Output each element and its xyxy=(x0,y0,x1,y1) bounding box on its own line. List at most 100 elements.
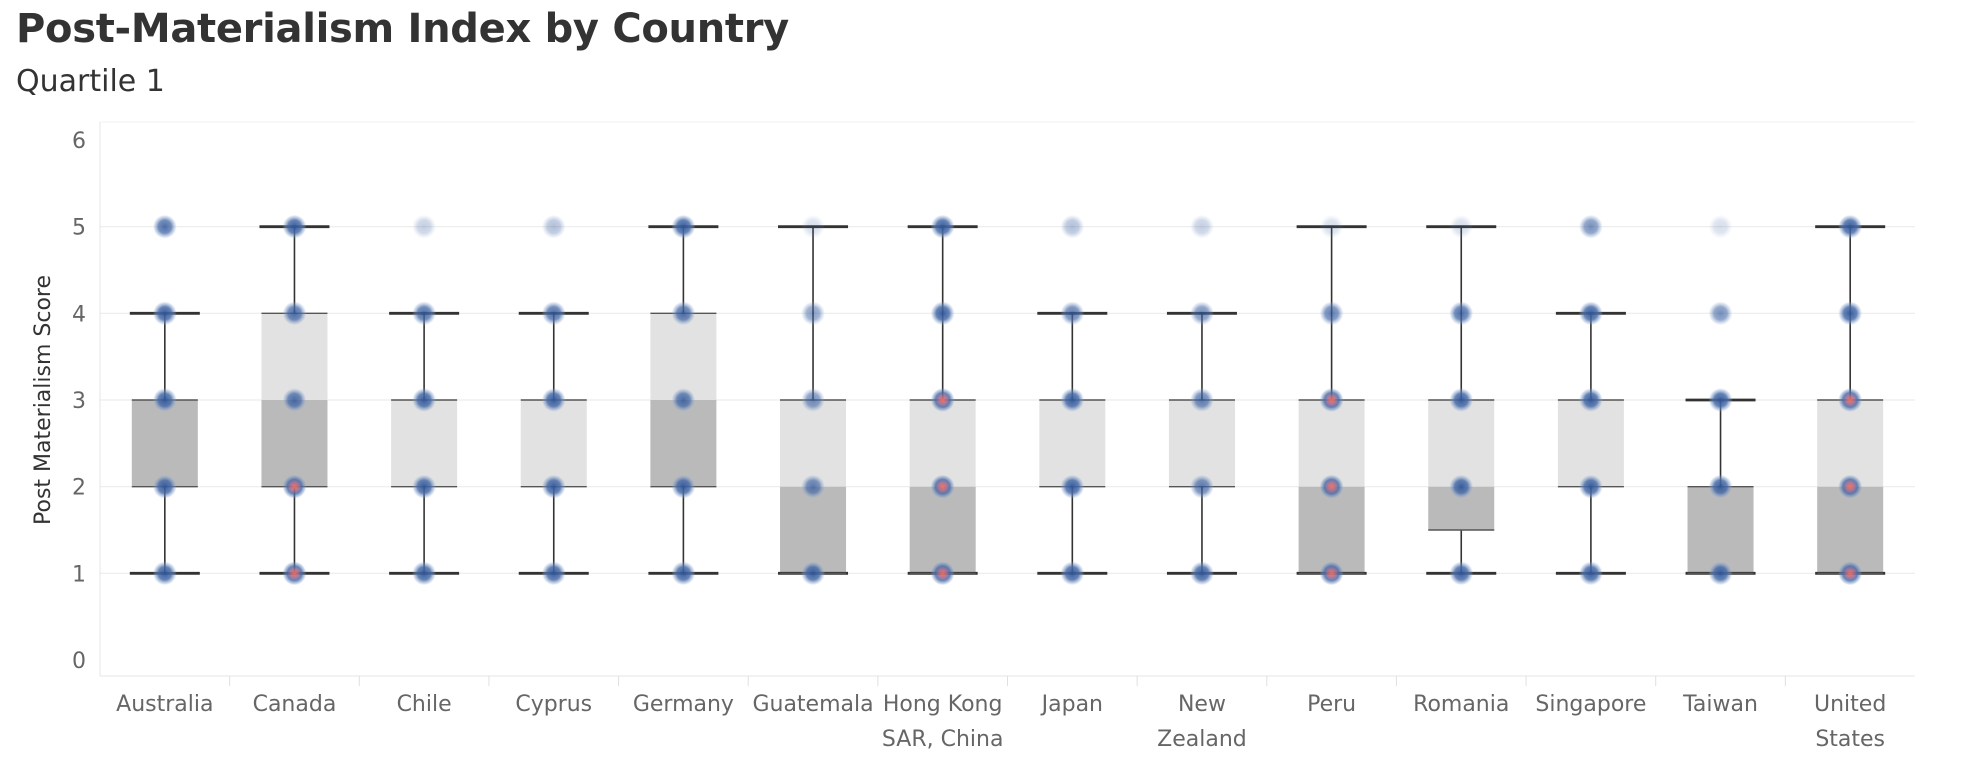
data-point xyxy=(1060,561,1085,586)
data-point xyxy=(541,388,566,412)
data-point xyxy=(671,388,696,412)
box-lower xyxy=(1687,486,1754,574)
data-point xyxy=(152,388,177,412)
x-tick-label: Australia xyxy=(116,692,213,717)
box-lower xyxy=(1817,486,1884,574)
data-point xyxy=(1578,561,1603,586)
box-upper xyxy=(391,400,458,487)
chart-title: Post-Materialism Index by Country xyxy=(16,6,789,52)
data-point xyxy=(282,301,307,326)
data-point xyxy=(152,301,177,326)
data-point xyxy=(282,474,307,499)
box-upper xyxy=(650,313,717,400)
data-point xyxy=(1838,301,1863,326)
x-tick-label: Cyprus xyxy=(515,692,592,717)
data-point xyxy=(1838,561,1863,586)
data-point xyxy=(152,474,177,499)
data-point xyxy=(412,561,437,586)
data-point xyxy=(1578,214,1603,239)
chart-subtitle: Quartile 1 xyxy=(16,64,165,99)
box-lower xyxy=(909,486,976,574)
data-point xyxy=(671,301,696,326)
x-tick-label: New Zealand xyxy=(1157,692,1247,752)
data-point xyxy=(1708,474,1733,499)
data-point xyxy=(412,301,437,326)
x-tick-label: Japan xyxy=(1040,692,1103,717)
data-point xyxy=(1578,474,1603,499)
data-point xyxy=(412,388,437,412)
data-point xyxy=(930,214,955,239)
data-point xyxy=(1708,561,1733,586)
data-point xyxy=(1708,388,1733,412)
box-lower xyxy=(650,400,717,487)
data-point xyxy=(1189,301,1214,326)
box-upper xyxy=(1039,400,1106,487)
data-point xyxy=(152,561,177,586)
data-point xyxy=(1319,474,1344,499)
y-tick-label: 4 xyxy=(72,302,86,327)
x-tick-label: Hong Kong SAR, China xyxy=(882,692,1004,752)
data-point xyxy=(801,214,826,239)
data-point xyxy=(541,214,566,239)
y-axis-label: Post Materialism Score xyxy=(31,275,56,525)
x-tick-label: Germany xyxy=(633,692,734,717)
data-point xyxy=(1189,388,1214,412)
y-tick-label: 3 xyxy=(72,389,86,414)
data-point xyxy=(1319,301,1344,326)
box-upper xyxy=(909,400,976,487)
data-point xyxy=(541,561,566,586)
data-point xyxy=(1838,388,1863,412)
y-tick-label: 6 xyxy=(72,129,86,154)
data-point xyxy=(412,214,437,239)
box-upper xyxy=(261,313,328,400)
data-point xyxy=(1449,561,1474,586)
data-point xyxy=(1060,474,1085,499)
box-upper xyxy=(780,400,847,487)
y-tick-label: 5 xyxy=(72,216,86,241)
box-lower xyxy=(780,486,847,574)
data-point xyxy=(671,561,696,586)
y-tick-label: 2 xyxy=(72,476,86,501)
data-point xyxy=(1319,388,1344,412)
x-tick-label: Singapore xyxy=(1535,692,1646,717)
data-point xyxy=(1449,214,1474,239)
data-point xyxy=(930,561,955,586)
box-lower xyxy=(261,400,328,487)
data-point xyxy=(1708,214,1733,239)
data-point xyxy=(1838,474,1863,499)
x-tick-label: United States xyxy=(1814,692,1886,752)
data-point xyxy=(152,214,177,239)
x-tick-label: Guatemala xyxy=(752,692,873,717)
data-point xyxy=(282,214,307,239)
data-point xyxy=(671,214,696,239)
y-tick-label: 0 xyxy=(72,649,86,674)
data-point xyxy=(1189,561,1214,586)
y-tick-label: 1 xyxy=(72,562,86,587)
x-tick-label: Romania xyxy=(1413,692,1509,717)
data-point xyxy=(1319,214,1344,239)
data-point xyxy=(541,474,566,499)
data-point xyxy=(1189,474,1214,499)
data-point xyxy=(930,388,955,412)
data-point xyxy=(801,388,826,412)
x-tick-label: Canada xyxy=(253,692,337,717)
data-point xyxy=(282,561,307,586)
data-point xyxy=(671,474,696,499)
box-lower xyxy=(1298,486,1365,574)
data-point xyxy=(1708,301,1733,326)
box-lower xyxy=(131,400,198,487)
data-point xyxy=(1578,388,1603,412)
box-upper xyxy=(1428,400,1495,487)
data-point xyxy=(801,474,826,499)
x-tick-label: Taiwan xyxy=(1682,692,1758,717)
data-point xyxy=(1578,301,1603,326)
data-point xyxy=(541,301,566,326)
data-point xyxy=(930,301,955,326)
data-point xyxy=(1449,474,1474,499)
data-point xyxy=(1838,214,1863,239)
data-point xyxy=(1449,301,1474,326)
data-point xyxy=(1189,214,1214,239)
data-point xyxy=(1449,388,1474,412)
box-upper xyxy=(1557,400,1624,487)
